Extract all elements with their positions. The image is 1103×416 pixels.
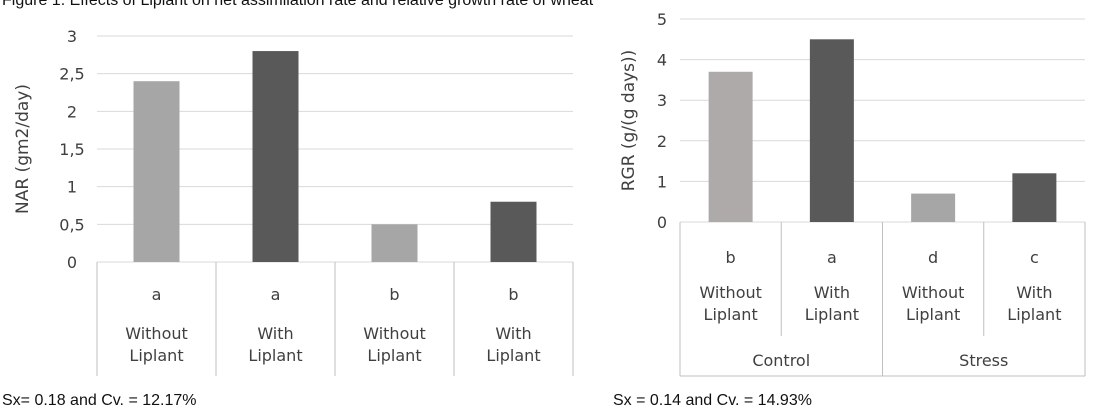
nar-bar bbox=[252, 51, 299, 262]
rgr-ytick-label: 4 bbox=[657, 51, 667, 70]
nar-ytick-label: 2,5 bbox=[59, 65, 84, 84]
nar-category-label: Without bbox=[125, 324, 188, 343]
rgr-ytick-label: 3 bbox=[657, 91, 667, 110]
rgr-significance-letter: a bbox=[827, 248, 837, 267]
nar-bar bbox=[490, 201, 537, 262]
rgr-significance-letter: c bbox=[1030, 248, 1039, 267]
footnote-rgr: Sx = 0.14 and Cv. = 14.93% bbox=[613, 392, 812, 409]
rgr-category-label: Liplant bbox=[906, 305, 960, 324]
nar-ytick-label: 0 bbox=[67, 253, 77, 272]
rgr-ytick-label: 1 bbox=[657, 172, 667, 191]
rgr-ytick-label: 2 bbox=[657, 132, 667, 151]
rgr-significance-letter: b bbox=[726, 248, 736, 267]
nar-significance-letter: a bbox=[152, 285, 162, 304]
rgr-category-label: Liplant bbox=[805, 305, 859, 324]
rgr-bar bbox=[809, 39, 854, 222]
rgr-chart: 0 1 2 3 4 5 RGR (g/(g days)) b Without Liplant a Wi… bbox=[619, 10, 1086, 377]
rgr-bar bbox=[1012, 173, 1057, 222]
nar-ytick-label: 1 bbox=[67, 178, 77, 197]
rgr-category-label: Liplant bbox=[1007, 305, 1061, 324]
nar-ytick-label: 1,5 bbox=[59, 140, 84, 159]
nar-category-label: Liplant bbox=[486, 346, 540, 365]
nar-ylabel: NAR (gm2/day) bbox=[13, 84, 33, 214]
nar-significance-letter: b bbox=[389, 285, 399, 304]
rgr-category-label: Liplant bbox=[704, 305, 758, 324]
rgr-ylabel: RGR (g/(g days)) bbox=[619, 50, 639, 192]
rgr-ytick-label: 0 bbox=[657, 213, 667, 232]
nar-significance-letter: a bbox=[271, 285, 281, 304]
rgr-bar bbox=[911, 193, 956, 222]
rgr-ytick-label: 5 bbox=[657, 10, 667, 29]
nar-ytick-label: 2 bbox=[67, 102, 77, 121]
nar-category-label: Without bbox=[363, 324, 426, 343]
nar-ytick-label: 3 bbox=[67, 27, 77, 46]
rgr-group-label: Control bbox=[752, 351, 810, 370]
nar-bar bbox=[133, 81, 180, 262]
footnote-nar: Sx= 0.18 and Cv. = 12.17% bbox=[2, 392, 197, 409]
nar-ytick-label: 0,5 bbox=[59, 215, 84, 234]
nar-chart: 0 0,5 1 1,5 2 2,5 3 NAR (gm2/day) a Without Liplan… bbox=[13, 27, 574, 376]
nar-category-label: With bbox=[495, 324, 531, 343]
rgr-category-label: Without bbox=[699, 283, 762, 302]
nar-category-label: Liplant bbox=[367, 346, 421, 365]
nar-bar bbox=[371, 224, 418, 262]
rgr-category-label: With bbox=[1016, 283, 1052, 302]
nar-category-label: Liplant bbox=[129, 346, 183, 365]
rgr-category-label: Without bbox=[902, 283, 965, 302]
nar-category-label: With bbox=[257, 324, 293, 343]
rgr-bar bbox=[708, 71, 753, 222]
rgr-category-label: With bbox=[814, 283, 850, 302]
rgr-significance-letter: d bbox=[928, 248, 938, 267]
rgr-group-label: Stress bbox=[959, 351, 1008, 370]
nar-category-label: Liplant bbox=[248, 346, 302, 365]
figure-caption: Figure 1. Effects of Liplant on net assi… bbox=[2, 0, 594, 9]
nar-significance-letter: b bbox=[508, 285, 518, 304]
